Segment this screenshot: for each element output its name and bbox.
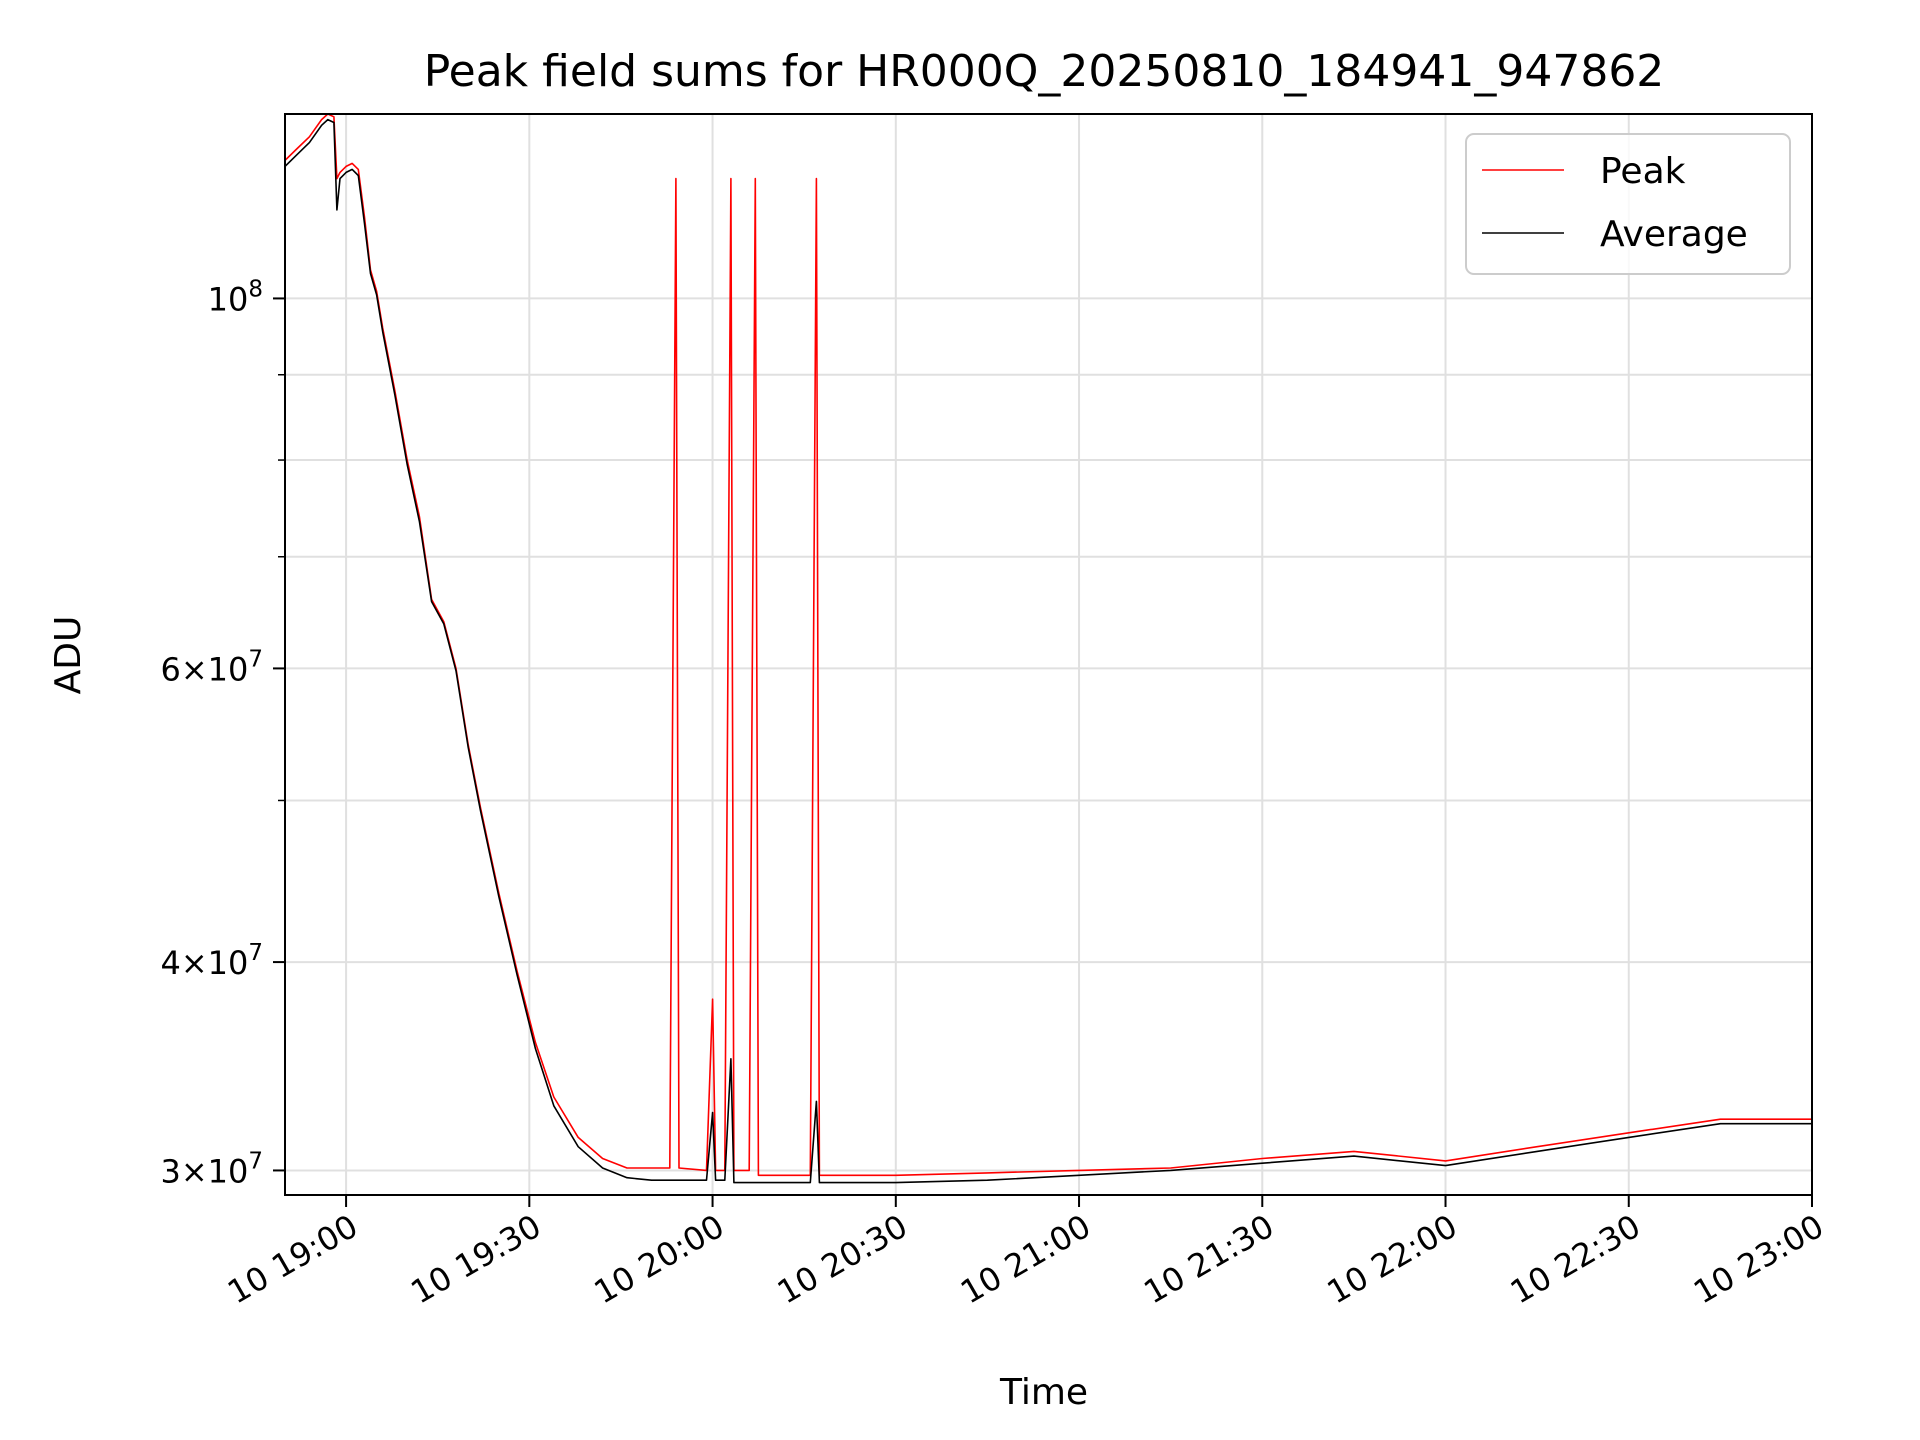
chart-title: Peak field sums for HR000Q_20250810_1849… [424,46,1665,97]
x-tick-label: 10 21:00 [954,1207,1097,1311]
series-line-average [285,118,1812,1184]
grid [285,114,1813,1195]
y-tick-label: 6×107 [160,646,263,688]
x-tick-label: 10 19:30 [404,1207,547,1311]
x-tick-label: 10 19:00 [221,1207,364,1311]
legend: Peak Average [1465,133,1791,275]
y-tick-label: 3×107 [160,1148,263,1190]
legend-label-peak: Peak [1600,151,1686,192]
x-tick-label: 10 20:30 [771,1207,914,1311]
x-tick-label: 10 22:30 [1504,1207,1647,1311]
y-axis-ticks: 3×107 4×107 6×107 108 [160,276,285,1190]
x-tick-label: 10 21:30 [1137,1207,1280,1311]
series-line-peak [285,114,1812,1177]
x-tick-label: 10 22:00 [1321,1207,1464,1311]
x-axis-label: Time [999,1372,1088,1413]
plot-frame [284,113,1813,1196]
y-tick-label: 108 [208,276,263,318]
legend-label-average: Average [1600,214,1748,255]
y-axis-label: ADU [48,616,89,695]
x-tick-label: 10 23:00 [1687,1207,1830,1311]
x-axis-ticks: 10 19:00 10 19:30 10 20:00 10 20:30 10 21:00… [221,1195,1830,1311]
y-tick-label: 4×107 [160,940,263,982]
legend-box [1465,133,1791,275]
series-layer [285,114,1812,1184]
x-tick-label: 10 20:00 [588,1207,731,1311]
